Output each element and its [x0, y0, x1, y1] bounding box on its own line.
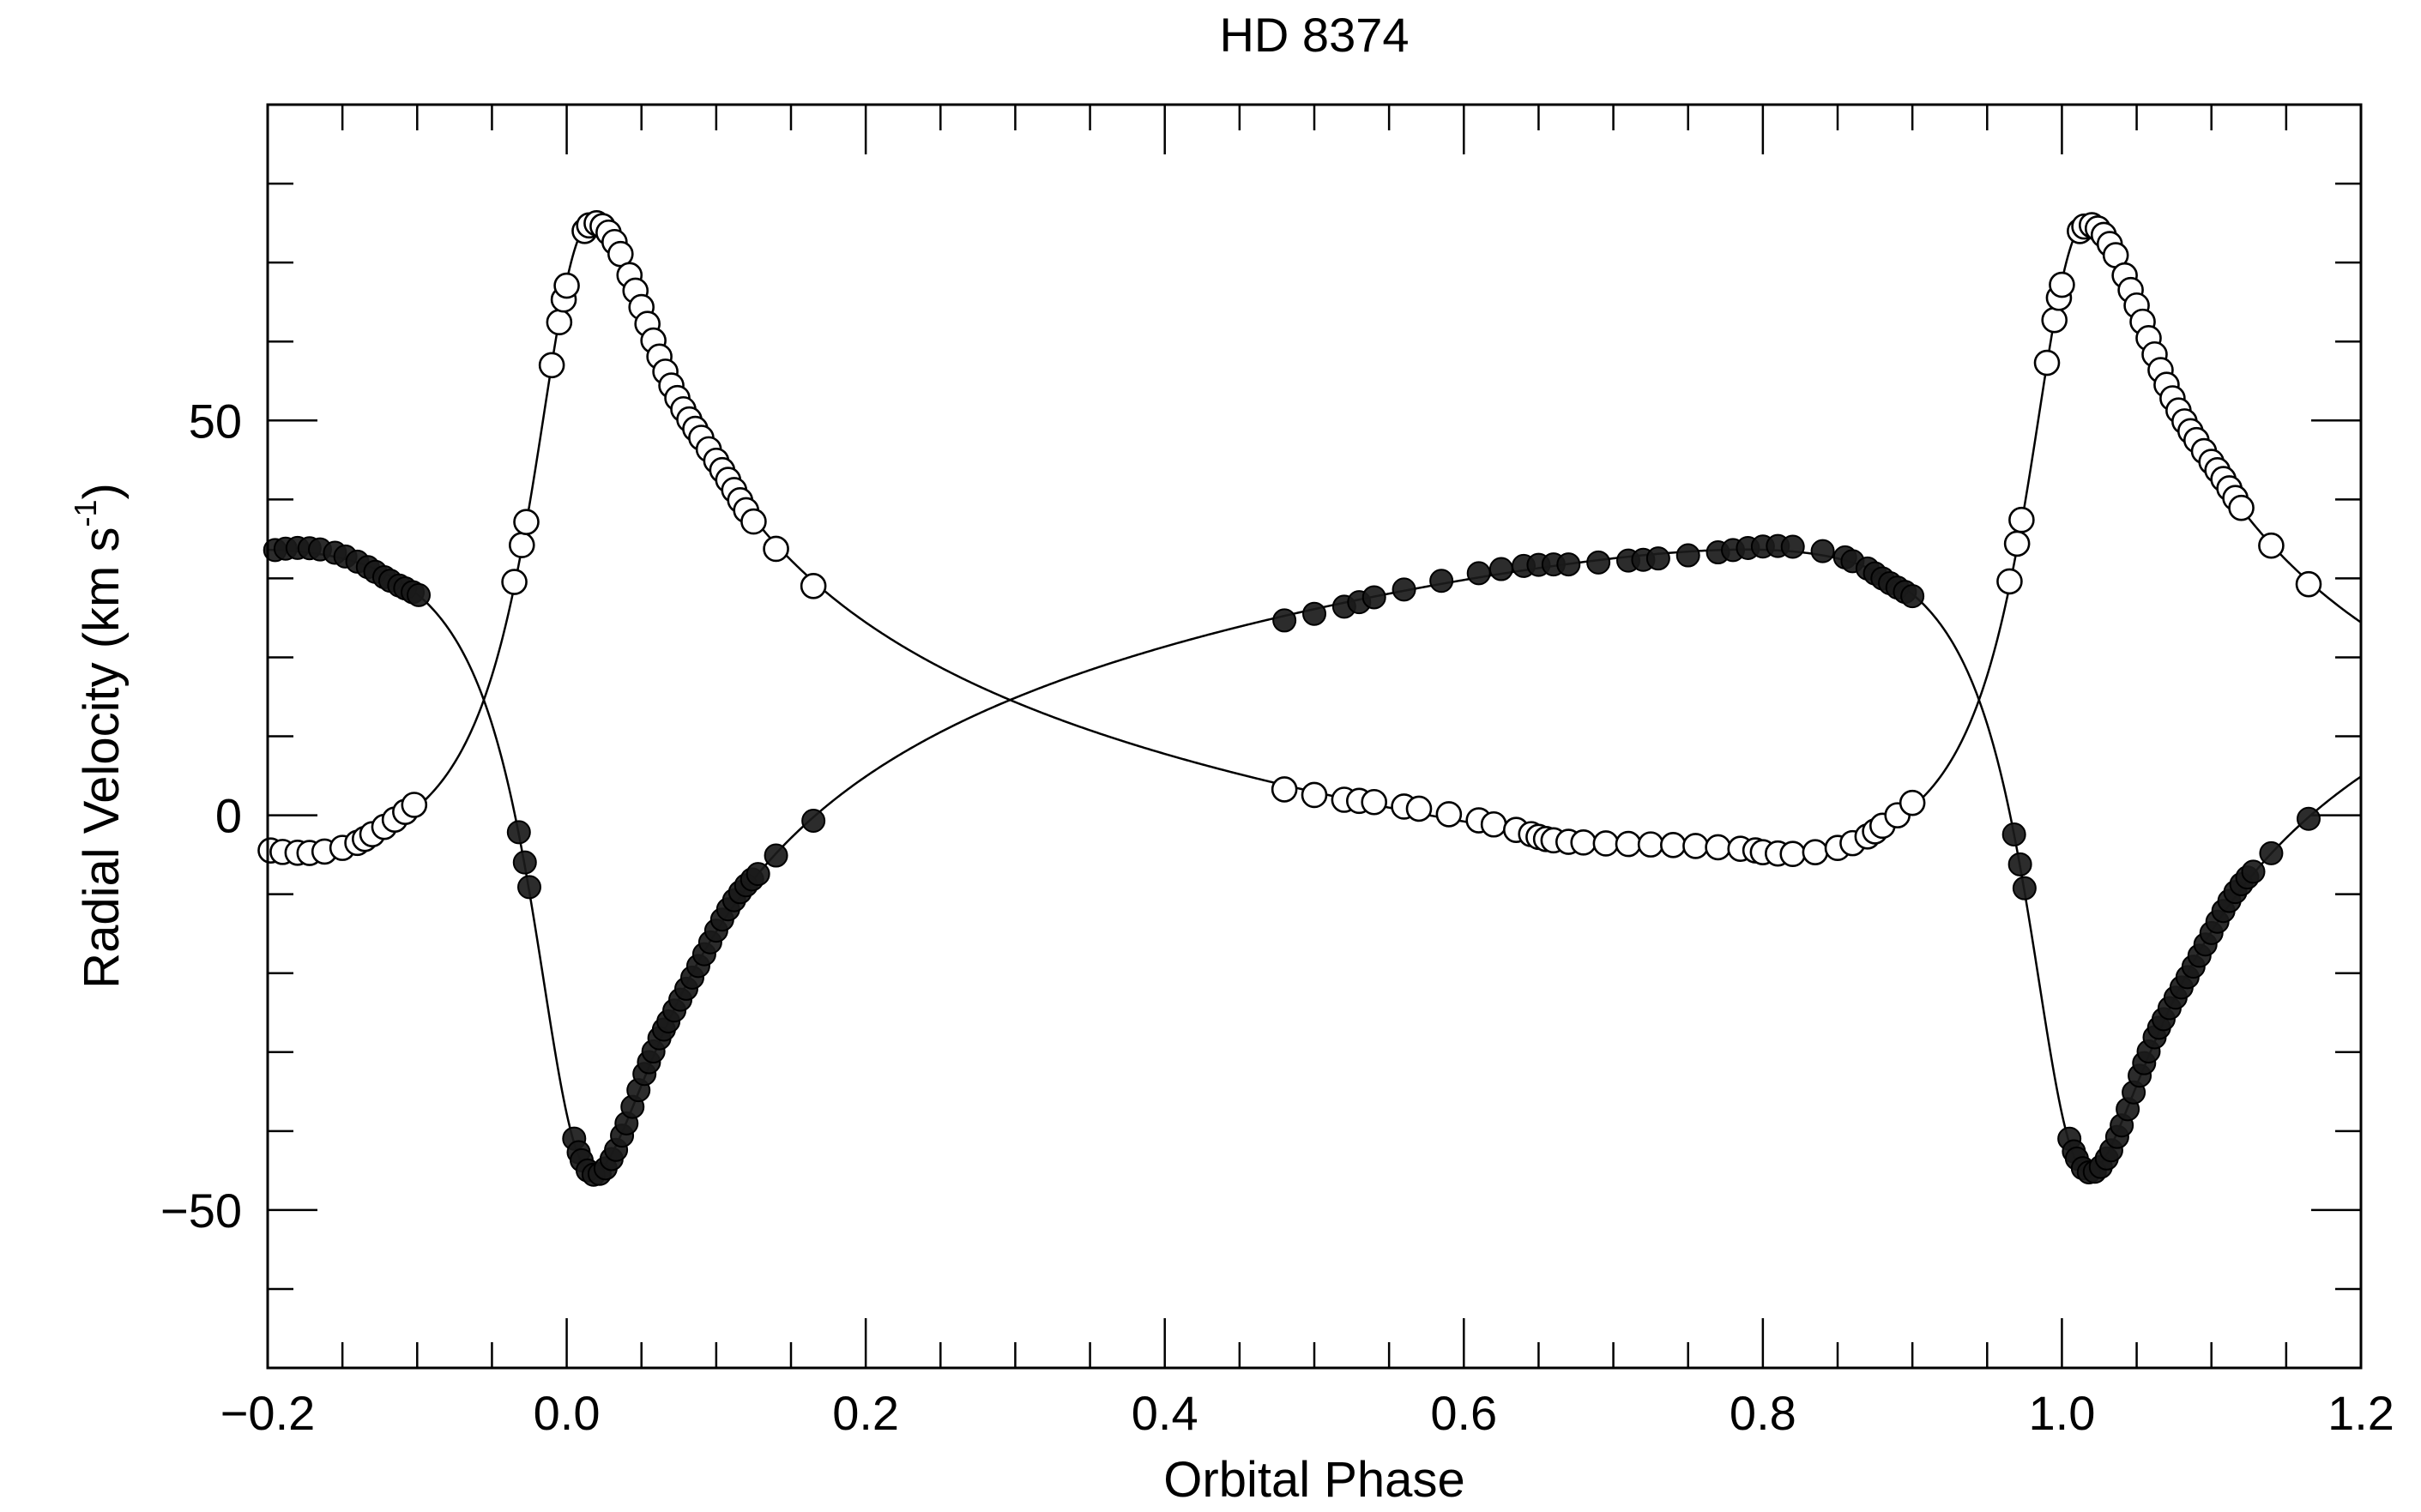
- secondary-data-point: [1405, 795, 1433, 822]
- y-axis-label-main: Radial Velocity (km s: [74, 527, 130, 989]
- x-tick-label: 0.0: [534, 1386, 601, 1440]
- x-tick-label: 1.2: [2327, 1386, 2394, 1440]
- primary-data-point: [1272, 608, 1297, 633]
- secondary-data-point: [1361, 788, 1388, 816]
- x-tick-labels: −0.2 0.0 0.2 0.4 0.6 0.8 1.0 1.2: [220, 1386, 2394, 1440]
- primary-data-point: [407, 582, 432, 607]
- primary-data-point: [764, 843, 788, 868]
- secondary-data-point: [1659, 832, 1687, 858]
- chart-title: HD 8374: [1219, 8, 1409, 62]
- secondary-data-point: [546, 309, 573, 336]
- primary-data-point: [506, 820, 531, 845]
- y-tick-label: −50: [160, 1184, 242, 1238]
- y-axis-label-exponent: -1: [68, 500, 103, 527]
- data-points: [257, 210, 2322, 1187]
- x-tick-label: −0.2: [220, 1386, 316, 1440]
- primary-data-point: [2241, 859, 2266, 884]
- primary-data-point: [1302, 601, 1326, 626]
- secondary-data-point: [1592, 830, 1620, 857]
- primary-data-point: [517, 875, 541, 900]
- secondary-data-point: [1570, 829, 1597, 856]
- primary-data-point: [2297, 806, 2321, 831]
- secondary-data-point: [513, 509, 540, 535]
- secondary-data-point: [1682, 833, 1709, 859]
- secondary-data-point: [740, 508, 767, 535]
- secondary-data-point: [1705, 834, 1731, 861]
- secondary-data-point: [1637, 831, 1664, 858]
- x-axis-label: Orbital Phase: [1163, 1452, 1464, 1508]
- secondary-data-point: [508, 532, 535, 558]
- secondary-data-point: [2295, 570, 2322, 598]
- primary-data-point: [801, 809, 826, 834]
- secondary-data-point: [2033, 349, 2061, 376]
- secondary-data-point: [763, 535, 789, 563]
- y-tick-label: 0: [215, 789, 242, 843]
- secondary-data-point: [2258, 532, 2285, 559]
- secondary-data-point: [2049, 271, 2075, 298]
- primary-data-point: [1675, 543, 1700, 568]
- y-tick-labels: −50 0 50: [160, 394, 242, 1238]
- secondary-data-point: [1435, 801, 1463, 828]
- secondary-data-point: [401, 792, 428, 818]
- secondary-data-point: [800, 573, 827, 599]
- secondary-data-point: [501, 569, 528, 595]
- x-tick-label: 0.6: [1430, 1386, 1497, 1440]
- primary-orbit-curve: [268, 548, 2361, 1175]
- primary-data-point: [1392, 577, 1416, 602]
- y-axis-label: Radial Velocity (km s-1): [68, 483, 130, 989]
- plot-frame: [266, 103, 2363, 1370]
- primary-data-point: [1361, 585, 1386, 610]
- primary-data-point: [512, 850, 537, 875]
- secondary-data-point: [2228, 494, 2255, 521]
- secondary-data-point: [1271, 776, 1298, 803]
- axis-ticks: [266, 105, 2363, 1368]
- svg-text:Radial Velocity (km s-1): Radial Velocity (km s-1): [68, 483, 130, 989]
- primary-data-point: [1488, 557, 1513, 581]
- primary-data-point: [2012, 876, 2037, 901]
- primary-data-point: [1556, 552, 1581, 577]
- secondary-data-point: [1779, 840, 1807, 868]
- secondary-data-point: [1480, 810, 1507, 838]
- secondary-data-point: [553, 272, 580, 299]
- x-tick-label: 0.4: [1132, 1386, 1198, 1440]
- secondary-data-point: [538, 352, 565, 379]
- primary-data-point: [1586, 550, 1611, 575]
- primary-data-point: [1466, 561, 1491, 586]
- primary-data-point: [2007, 852, 2032, 876]
- secondary-data-point: [2003, 530, 2031, 557]
- primary-data-point: [1780, 534, 1805, 559]
- secondary-data-point: [2041, 306, 2068, 334]
- secondary-data-point: [1301, 781, 1328, 809]
- secondary-data-point: [1996, 568, 2023, 595]
- y-tick-label: 50: [189, 394, 242, 448]
- y-axis-label-close: ): [74, 483, 130, 499]
- secondary-data-point: [2008, 506, 2035, 533]
- primary-data-point: [2259, 840, 2284, 865]
- primary-data-point: [1429, 569, 1454, 593]
- primary-data-point: [1900, 584, 1925, 609]
- primary-data-point: [1645, 546, 1670, 571]
- secondary-data-point: [1802, 839, 1829, 865]
- secondary-data-point: [1899, 789, 1926, 816]
- primary-data-point: [2001, 822, 2026, 847]
- x-tick-label: 0.2: [832, 1386, 899, 1440]
- primary-data-point: [1810, 539, 1835, 563]
- secondary-data-point: [1615, 830, 1642, 858]
- x-tick-label: 0.8: [1730, 1386, 1796, 1440]
- primary-data-point: [746, 862, 770, 887]
- x-tick-label: 1.0: [2028, 1386, 2095, 1440]
